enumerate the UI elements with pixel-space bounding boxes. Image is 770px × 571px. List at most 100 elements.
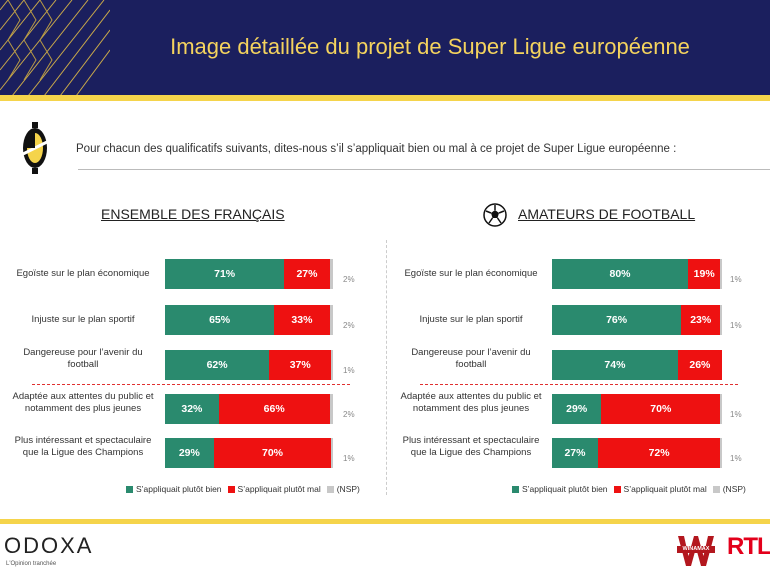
bar-segment-mal: 23% xyxy=(681,305,721,335)
stacked-bar: 74% 26% xyxy=(552,350,722,380)
stacked-bar: 65% 33% xyxy=(165,305,333,335)
bar-segment-mal: 26% xyxy=(677,350,722,380)
legend-swatch-bien xyxy=(126,485,133,493)
bar-segment-bien: 71% xyxy=(165,259,285,289)
legend-swatch-mal xyxy=(227,485,235,493)
category-label: Injuste sur le plan sportif xyxy=(419,314,523,325)
bar-segment-mal: 70% xyxy=(601,394,721,424)
question-divider xyxy=(78,169,770,170)
bar-segment-nsp xyxy=(720,259,722,289)
bar-segment-bien: 29% xyxy=(165,438,214,468)
legend-label: S’appliquait plutôt bien xyxy=(136,484,222,494)
legend-label: (NSP) xyxy=(336,484,360,494)
stacked-bar: 29% 70% xyxy=(165,438,333,468)
legend-swatch-nsp xyxy=(712,485,720,493)
bar-segment-bien: 62% xyxy=(165,350,270,380)
panel-divider xyxy=(386,240,387,495)
question-text: Pour chacun des qualificatifs suivants, … xyxy=(76,143,677,155)
odoxa-question-icon xyxy=(22,122,48,174)
nsp-label: 2% xyxy=(343,275,355,284)
category-label: Adaptée aux attentes du public et notamm… xyxy=(400,391,542,414)
nsp-label: 1% xyxy=(730,454,742,463)
category-label: Adaptée aux attentes du public et notamm… xyxy=(12,391,154,414)
bar-segment-nsp xyxy=(329,305,333,335)
data-label: 71% xyxy=(214,268,236,280)
category-label: Egoïste sur le plan économique xyxy=(404,268,538,279)
bar-segment-bien: 27% xyxy=(552,438,598,468)
data-label: 26% xyxy=(689,359,711,371)
header-stripe xyxy=(0,95,770,101)
nsp-label: 1% xyxy=(343,366,355,375)
category-label: Plus intéressant et spectaculaire que la… xyxy=(14,435,152,458)
bar-segment-bien: 29% xyxy=(552,394,602,424)
legend-label: S’appliquait plutôt mal xyxy=(623,484,707,494)
group-divider-right xyxy=(420,384,738,385)
bar-segment-mal: 72% xyxy=(597,438,721,468)
odoxa-tagline: L'Opinion tranchée xyxy=(6,561,57,567)
nsp-label: 1% xyxy=(730,321,742,330)
data-label: 37% xyxy=(289,359,311,371)
bar-segment-nsp xyxy=(329,259,333,289)
data-label: 27% xyxy=(564,447,586,459)
stacked-bar: 27% 72% xyxy=(552,438,722,468)
category-label: Egoïste sur le plan économique xyxy=(16,268,150,279)
bar-segment-nsp xyxy=(720,305,722,335)
bar-segment-mal: 66% xyxy=(218,394,330,424)
data-label: 23% xyxy=(690,314,712,326)
bar-segment-nsp xyxy=(331,350,333,380)
data-label: 19% xyxy=(693,268,715,280)
header-banner: Image détaillée du projet de Super Ligue… xyxy=(0,0,770,96)
bar-segment-mal: 33% xyxy=(274,305,330,335)
stacked-bar: 71% 27% xyxy=(165,259,333,289)
data-label: 66% xyxy=(263,403,285,415)
category-label: Dangereuse pour l’avenir du football xyxy=(411,347,531,370)
bar-segment-bien: 76% xyxy=(552,305,682,335)
bar-segment-mal: 19% xyxy=(688,259,721,289)
data-label: 74% xyxy=(604,359,626,371)
bar-segment-mal: 70% xyxy=(213,438,332,468)
bar-segment-nsp xyxy=(331,438,333,468)
stacked-bar: 76% 23% xyxy=(552,305,722,335)
legend-swatch-nsp xyxy=(326,485,334,493)
category-label: Dangereuse pour l’avenir du football xyxy=(23,347,143,370)
stacked-bar: 32% 66% xyxy=(165,394,333,424)
data-label: 70% xyxy=(650,403,672,415)
legend-label: S’appliquait plutôt mal xyxy=(237,484,321,494)
data-label: 65% xyxy=(209,314,231,326)
bar-segment-bien: 74% xyxy=(552,350,678,380)
bar-segment-nsp xyxy=(720,394,722,424)
stacked-bar: 29% 70% xyxy=(552,394,722,424)
rtl-logo: RTL xyxy=(727,533,770,560)
data-label: 72% xyxy=(648,447,670,459)
data-label: 32% xyxy=(181,403,203,415)
bar-segment-mal: 27% xyxy=(284,259,330,289)
nsp-label: 2% xyxy=(343,321,355,330)
bar-segment-bien: 65% xyxy=(165,305,275,335)
data-label: 33% xyxy=(291,314,313,326)
legend-swatch-mal xyxy=(613,485,621,493)
bar-segment-nsp xyxy=(720,438,722,468)
data-label: 27% xyxy=(296,268,318,280)
stacked-bar: 80% 19% xyxy=(552,259,722,289)
nsp-label: 1% xyxy=(343,454,355,463)
legend-label: S’appliquait plutôt bien xyxy=(522,484,608,494)
data-label: 29% xyxy=(566,403,588,415)
winamax-wordmark: WINAMAX xyxy=(677,546,715,553)
legend-right: S’appliquait plutôt bien S’appliquait pl… xyxy=(512,484,746,494)
chevron-pattern xyxy=(0,0,110,96)
panel-title-amateurs: AMATEURS DE FOOTBALL xyxy=(518,206,696,222)
bar-segment-nsp xyxy=(329,394,333,424)
data-label: 80% xyxy=(609,268,631,280)
legend-swatch-bien xyxy=(512,485,519,493)
category-label: Injuste sur le plan sportif xyxy=(31,314,135,325)
odoxa-logo: ODOXA xyxy=(4,533,94,558)
bar-segment-bien: 32% xyxy=(165,394,219,424)
nsp-label: 1% xyxy=(730,410,742,419)
panel-title-ensemble: ENSEMBLE DES FRANÇAIS xyxy=(101,206,285,222)
nsp-label: 2% xyxy=(343,410,355,419)
bar-segment-mal: 37% xyxy=(269,350,332,380)
football-icon xyxy=(483,203,507,227)
legend-left: S’appliquait plutôt bien S’appliquait pl… xyxy=(126,484,360,494)
data-label: 76% xyxy=(606,314,628,326)
category-label: Plus intéressant et spectaculaire que la… xyxy=(402,435,540,458)
